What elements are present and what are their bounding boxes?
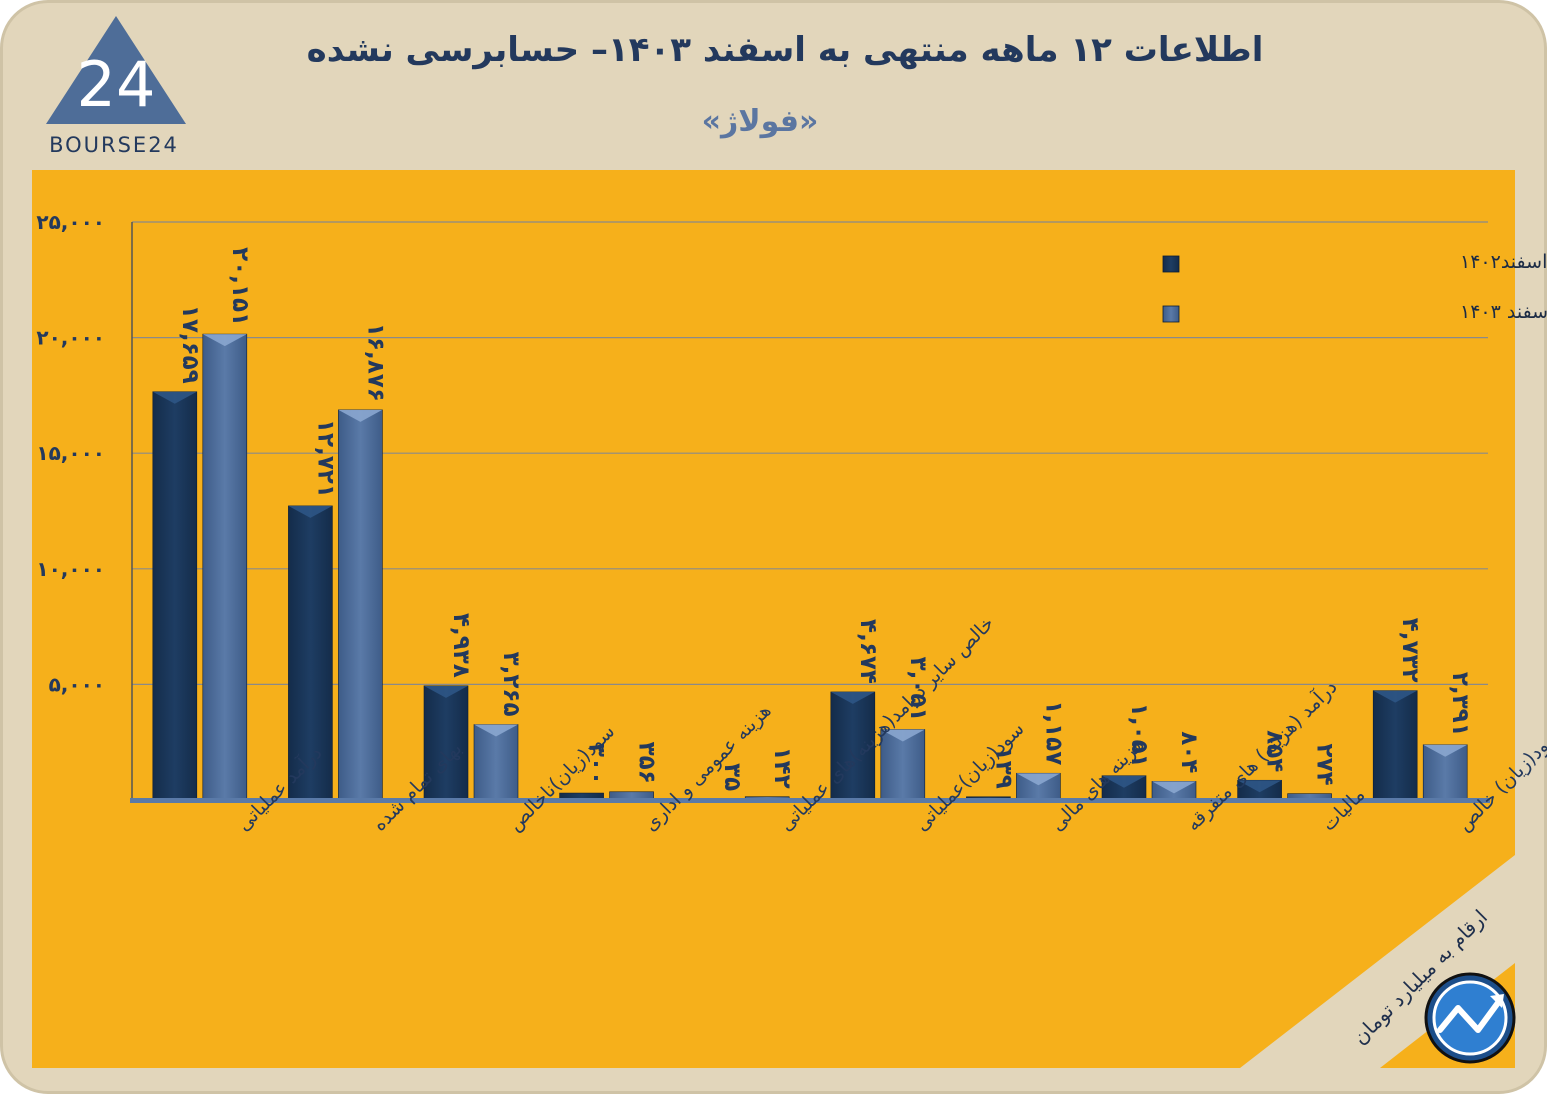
y-tick-label: ۵,۰۰۰ <box>49 672 105 696</box>
data-label: ۱۳۹ <box>990 747 1016 789</box>
bar-bevel <box>1373 690 1418 703</box>
bar-bevel <box>424 685 468 698</box>
bar-bevel <box>1152 781 1196 794</box>
x-tick-label: مالیات <box>1318 784 1370 836</box>
data-labels: ۱۷,۶۵۹ ۱۲,۷۲۱ ۴,۹۳۸ ۳۰۰ ۳۵ ۴,۶۷۴ ۱۳۹ ۱,۰۵۱ ۸۵۴ ۴,… <box>177 247 1473 791</box>
bar-1402 <box>423 685 469 801</box>
data-label: ۱,۰۵۱ <box>1126 703 1152 768</box>
bar-bevel <box>1423 744 1468 757</box>
legend-label: عملکرد منتهی به اسفند۱۴۰۲ <box>1460 251 1547 273</box>
bar-bevel <box>474 724 518 737</box>
bar-bevel <box>880 729 925 742</box>
data-label: ۴,۷۳۲ <box>1397 618 1423 683</box>
chart-panel <box>32 170 1515 1068</box>
bar-1403 <box>473 724 519 801</box>
page-subtitle: «فولاژ» <box>701 104 819 139</box>
data-label: ۲۷۴ <box>1312 744 1338 786</box>
bars <box>152 333 1468 801</box>
bar-1402 <box>830 691 876 801</box>
data-label: ۱۷,۶۵۹ <box>177 305 203 384</box>
logo-mark: 24 <box>77 48 156 121</box>
y-tick-label: ۲۵,۰۰۰ <box>36 210 105 234</box>
data-label: ۲,۳۹۱ <box>1447 672 1473 737</box>
data-label: ۱,۱۵۷ <box>1040 700 1066 765</box>
bar-bevel <box>202 334 247 347</box>
bourse24-logo: 24 BOURSE24 <box>36 14 196 159</box>
page-title: اطلاعات ۱۲ ماهه منتهی به اسفند ۱۴۰۳– حسا… <box>306 30 1264 70</box>
y-tick-label: ۲۰,۰۰۰ <box>36 326 105 350</box>
bar-1403 <box>202 333 248 801</box>
trend-icon <box>1424 972 1516 1064</box>
bar-bevel <box>1102 775 1146 788</box>
data-label: ۳۵۶ <box>634 742 660 784</box>
legend: عملکرد منتهی به اسفند۱۴۰۲ عملکرد منتهی به… <box>1162 251 1547 323</box>
bar-1402 <box>152 391 198 801</box>
legend-swatch <box>1162 255 1180 273</box>
data-label: ۱۲,۷۲۱ <box>312 419 338 498</box>
x-axis-line <box>130 798 1490 803</box>
data-label: ۳۵ <box>719 763 745 791</box>
data-label: ۱۴۲ <box>769 747 795 789</box>
bar-bevel <box>338 409 383 422</box>
data-label: ۲۰,۱۵۱ <box>227 247 253 326</box>
data-label: ۳,۲۶۵ <box>498 652 524 717</box>
bar-bevel <box>1016 773 1061 786</box>
data-label: ۸۵۴ <box>1262 730 1288 772</box>
y-tick-label: ۱۰,۰۰۰ <box>36 557 105 581</box>
bar-1403 <box>338 409 383 801</box>
data-label: ۴,۹۳۸ <box>448 613 474 678</box>
data-label: ۱۶,۸۷۶ <box>362 323 388 402</box>
legend-swatch <box>1162 305 1180 323</box>
logo-triangle <box>46 16 186 124</box>
bar-bevel <box>1237 780 1282 793</box>
legend-label: عملکرد منتهی به اسفند ۱۴۰۳ <box>1460 301 1547 323</box>
bar-bevel <box>288 505 333 518</box>
bar-bevel <box>152 391 197 404</box>
data-label: ۴,۶۷۴ <box>855 619 881 684</box>
logo-text: BOURSE24 <box>49 133 179 157</box>
bar-bevel <box>830 691 875 704</box>
data-label: ۸۰۴ <box>1176 731 1202 773</box>
bar-1402 <box>1372 690 1418 801</box>
data-label: ۳,۰۵۱ <box>905 657 931 722</box>
corner-decoration <box>1240 855 1516 1068</box>
y-tick-label: ۱۵,۰۰۰ <box>36 441 105 465</box>
data-label: ۳۰۰ <box>584 743 610 785</box>
